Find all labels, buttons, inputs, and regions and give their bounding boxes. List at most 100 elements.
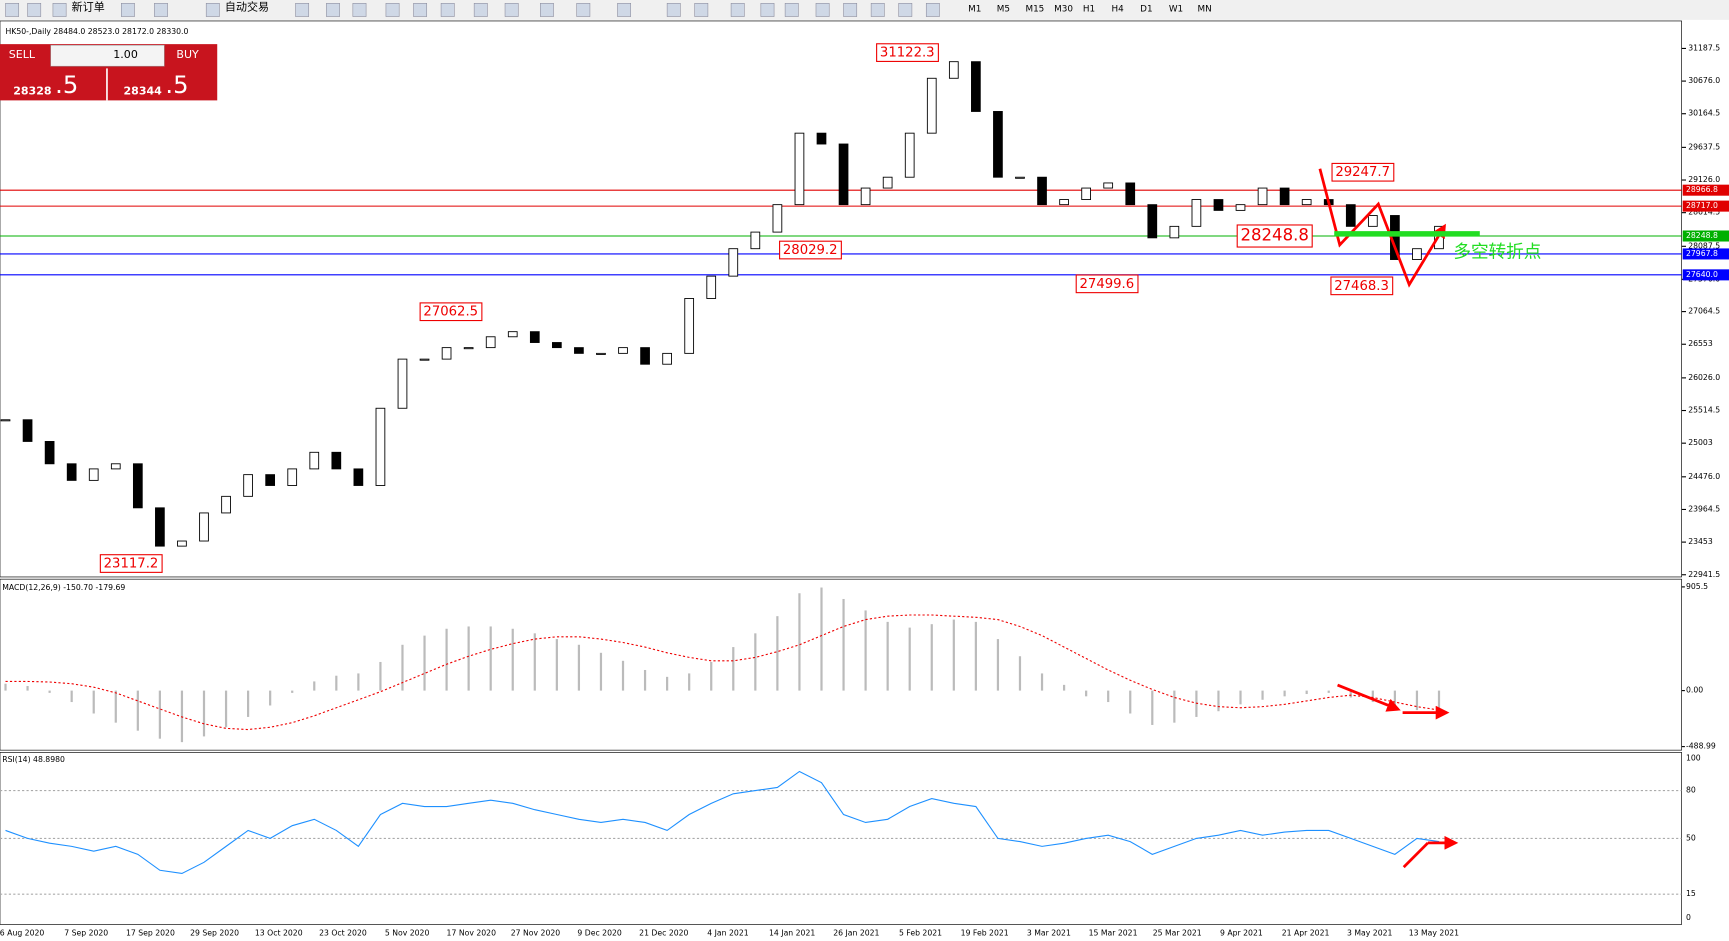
- candle: [1301, 199, 1312, 206]
- candle: [574, 347, 584, 354]
- macd-bar: [533, 633, 536, 691]
- macd-bar: [247, 690, 250, 717]
- toolbar-icon: [666, 3, 681, 17]
- toolbar-icon: [52, 3, 67, 17]
- macd-bar: [158, 690, 161, 739]
- candle: [463, 347, 474, 350]
- price-callout: [419, 302, 483, 322]
- candle: [1191, 199, 1202, 227]
- candle: [706, 275, 717, 299]
- pivot-note: 多空转折点: [1453, 242, 1541, 263]
- candle: [441, 347, 452, 360]
- macd-bar: [136, 690, 139, 731]
- macd-signal: [5, 614, 1440, 731]
- candle: [882, 176, 893, 189]
- auto-trading-button[interactable]: 自动交易: [225, 0, 269, 14]
- timeframe-button[interactable]: M1: [968, 4, 981, 14]
- timeframe-button[interactable]: D1: [1140, 4, 1152, 14]
- new-order-button[interactable]: 新订单: [72, 0, 105, 14]
- macd-bar: [820, 587, 823, 691]
- date-label: 4 Jan 2021: [707, 928, 748, 937]
- price-level-tag: [1682, 230, 1729, 242]
- date-label: 25 Mar 2021: [1153, 928, 1202, 937]
- rsi-panel: [0, 752, 1682, 925]
- buy-button[interactable]: BUY: [176, 48, 199, 61]
- macd-bar: [1129, 690, 1132, 714]
- timeframe-button[interactable]: W1: [1169, 4, 1183, 14]
- toolbar-icon: [815, 3, 830, 17]
- price-callout: [876, 43, 939, 62]
- macd-bar: [710, 661, 713, 691]
- macd-bar: [1107, 690, 1110, 703]
- price-callout-label: 29247.7: [1335, 165, 1390, 180]
- main-chart-area: [0, 20, 1682, 578]
- price-level-label: 28717.0: [1686, 201, 1718, 210]
- macd-bar: [379, 661, 382, 691]
- timeframe-button[interactable]: M30: [1054, 4, 1073, 14]
- chart-header: HK50-,Daily 28484.0 28523.0 28172.0 2833…: [6, 27, 189, 36]
- macd-bar: [291, 690, 294, 693]
- macd-bar: [1173, 690, 1176, 723]
- price-callout: [779, 240, 842, 260]
- price-callout-label: 28029.2: [783, 243, 838, 258]
- toolbar-icon: [898, 3, 913, 17]
- y-tick-label: 29637.5: [1688, 142, 1720, 151]
- y-tick-label: 31187.5: [1688, 43, 1720, 52]
- lots-input[interactable]: 1.00: [113, 48, 138, 61]
- macd-bar: [26, 686, 29, 691]
- macd-bar: [1327, 690, 1330, 693]
- price-callout: [99, 554, 163, 573]
- toolbar-icon: [925, 3, 940, 17]
- timeframe-button[interactable]: MN: [1198, 4, 1212, 14]
- macd-bar: [269, 690, 272, 706]
- candle: [507, 331, 518, 338]
- candle: [1367, 215, 1378, 227]
- toolbar-icon: [205, 3, 220, 17]
- price-callout-label: 27499.6: [1080, 277, 1135, 292]
- candle: [1169, 225, 1180, 239]
- timeframe-button[interactable]: M5: [997, 4, 1010, 14]
- date-label: 9 Apr 2021: [1220, 928, 1263, 937]
- toolbar-icon: [295, 3, 310, 17]
- macd-bar: [1349, 690, 1352, 698]
- candle: [728, 248, 739, 277]
- toolbar-icon: [760, 3, 775, 17]
- date-label: 5 Feb 2021: [899, 928, 942, 937]
- macd-bar: [952, 619, 955, 691]
- candle: [66, 463, 77, 481]
- candle: [838, 143, 849, 206]
- toolbar-icon: [617, 3, 632, 17]
- macd-bar: [1217, 690, 1220, 712]
- candle: [0, 419, 11, 422]
- candle: [177, 540, 187, 547]
- toolbar-icon: [504, 3, 519, 17]
- date-label: 26 Jan 2021: [833, 928, 879, 937]
- macd-bar: [974, 621, 977, 691]
- timeframe-button[interactable]: H4: [1112, 4, 1125, 14]
- toolbar-icon: [5, 3, 20, 17]
- candle: [1345, 204, 1356, 227]
- candle: [552, 342, 562, 349]
- macd-bar: [1305, 690, 1308, 695]
- macd-bar: [357, 673, 360, 691]
- macd-bar: [1195, 690, 1198, 717]
- price-level-tag: [1682, 269, 1729, 281]
- macd-bar: [4, 683, 7, 691]
- y-tick-label: 29126.0: [1688, 175, 1720, 184]
- price-callout-label: 23117.2: [104, 557, 159, 572]
- timeframe-button[interactable]: M15: [1025, 4, 1044, 14]
- timeframe-button[interactable]: H1: [1083, 4, 1095, 14]
- macd-bar: [1393, 690, 1396, 708]
- y-tick-label: 26026.0: [1688, 373, 1720, 382]
- toolbar-icon: [540, 3, 554, 17]
- macd-bar: [1283, 690, 1286, 697]
- price-callout: [1331, 162, 1395, 182]
- candle: [132, 463, 143, 509]
- macd-bar: [798, 593, 801, 691]
- macd-bar: [930, 624, 933, 691]
- macd-bar: [335, 675, 338, 691]
- price-level-label: 28248.8: [1686, 231, 1718, 240]
- sell-button[interactable]: SELL: [9, 48, 36, 61]
- macd-bar: [643, 669, 647, 691]
- candle: [419, 358, 430, 361]
